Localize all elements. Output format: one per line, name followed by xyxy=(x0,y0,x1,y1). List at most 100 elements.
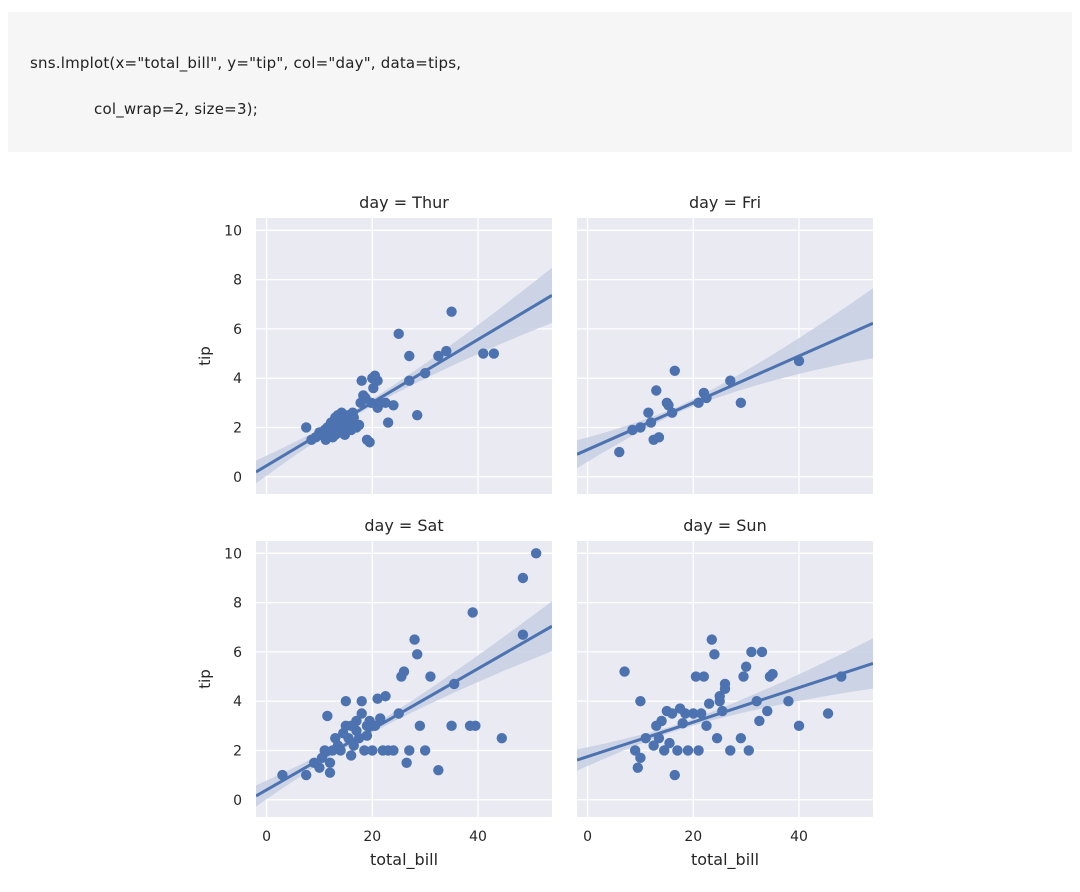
facet-grid-figure: day = Thur 0 2 4 6 8 10 tip day = Fri day = Sat 0 2… xyxy=(0,160,1080,888)
data-point xyxy=(414,720,426,732)
regression-line xyxy=(577,321,873,456)
data-point xyxy=(353,419,365,431)
data-point xyxy=(793,720,805,732)
confidence-band xyxy=(577,638,873,771)
data-point xyxy=(372,375,383,386)
data-point xyxy=(725,745,736,756)
data-point xyxy=(496,732,507,744)
y-axis-label: tip xyxy=(196,669,214,689)
data-point xyxy=(393,328,404,340)
data-point xyxy=(735,732,747,744)
regression-line xyxy=(256,294,552,474)
data-point xyxy=(419,745,431,756)
regression-line xyxy=(256,624,552,798)
x-axis-label: total_bill xyxy=(370,850,438,870)
y-tick-label: 10 xyxy=(224,223,242,239)
data-point xyxy=(740,661,752,672)
data-point xyxy=(441,345,452,357)
y-tick-label: 6 xyxy=(233,645,242,661)
data-point xyxy=(375,713,386,724)
y-tick-label: 6 xyxy=(233,322,242,338)
data-point xyxy=(404,350,415,362)
data-point xyxy=(635,752,646,764)
x-tick-label: 40 xyxy=(469,829,487,845)
data-point xyxy=(301,769,312,781)
regression-line xyxy=(577,662,873,762)
data-point xyxy=(738,671,749,682)
x-tick-label: 20 xyxy=(684,829,702,845)
facet-panel: day = Sun 0 20 40 total_bill xyxy=(577,516,873,870)
data-point xyxy=(380,691,391,702)
panel-title: day = Sat xyxy=(364,516,443,535)
data-point xyxy=(351,715,362,727)
data-point xyxy=(388,400,399,411)
data-point xyxy=(664,737,675,749)
y-axis-label: tip xyxy=(196,346,214,366)
data-point xyxy=(301,422,312,433)
data-point xyxy=(404,745,415,756)
data-point xyxy=(756,646,768,658)
x-tick-label: 20 xyxy=(363,829,381,845)
panel-plot-area xyxy=(577,634,873,781)
data-point xyxy=(314,762,325,773)
data-point xyxy=(470,720,481,732)
data-point xyxy=(632,762,643,773)
data-point xyxy=(530,548,542,559)
data-point xyxy=(398,666,410,677)
facet-panel: day = Fri xyxy=(577,193,873,494)
data-point xyxy=(743,745,754,756)
data-point xyxy=(648,740,659,751)
data-point xyxy=(409,634,420,645)
data-point xyxy=(783,695,794,707)
panel-plot-area xyxy=(256,267,552,484)
panel-plot-area xyxy=(256,548,552,807)
panel-title: day = Fri xyxy=(689,193,761,212)
data-point xyxy=(754,715,765,727)
data-point xyxy=(324,767,336,778)
facet-panel: day = Thur 0 2 4 6 8 10 tip xyxy=(196,193,552,494)
x-tick-label: 0 xyxy=(262,829,271,845)
data-point xyxy=(767,668,778,680)
data-point xyxy=(746,646,757,658)
panel-plot-area xyxy=(577,288,873,469)
code-line: sns.lmplot(x="total_bill", y="tip", col=… xyxy=(30,54,462,72)
x-axis-label: total_bill xyxy=(691,850,759,870)
data-point xyxy=(635,695,646,707)
data-point xyxy=(690,671,702,682)
data-point xyxy=(380,397,391,409)
data-point xyxy=(412,649,423,660)
data-point xyxy=(735,397,747,409)
data-point xyxy=(619,666,630,677)
panel-title: day = Thur xyxy=(359,193,449,212)
data-point xyxy=(706,634,717,645)
data-point xyxy=(412,409,423,421)
panel-background xyxy=(256,218,552,494)
data-point xyxy=(382,417,394,428)
data-point xyxy=(401,757,412,768)
data-point xyxy=(372,693,383,704)
data-point xyxy=(651,385,662,396)
data-point xyxy=(433,764,444,776)
panel-title: day = Sun xyxy=(683,516,766,535)
data-point xyxy=(359,745,370,756)
data-point xyxy=(719,683,731,695)
y-tick-label: 8 xyxy=(233,273,242,289)
data-point xyxy=(433,350,444,362)
data-point xyxy=(517,629,529,640)
data-point xyxy=(643,407,654,418)
y-tick-label: 0 xyxy=(233,793,242,809)
data-point xyxy=(696,708,707,719)
y-tick-label: 2 xyxy=(233,743,242,759)
data-point xyxy=(388,745,399,756)
data-point xyxy=(425,671,436,682)
data-point xyxy=(478,348,489,359)
data-point xyxy=(356,375,367,386)
data-point xyxy=(822,708,834,719)
data-point xyxy=(629,745,641,756)
data-point xyxy=(356,695,367,707)
y-tick-label: 0 xyxy=(233,470,242,486)
data-point xyxy=(614,446,625,458)
data-point xyxy=(324,757,336,768)
code-line: col_wrap=2, size=3); xyxy=(94,100,258,118)
data-point xyxy=(680,708,691,719)
